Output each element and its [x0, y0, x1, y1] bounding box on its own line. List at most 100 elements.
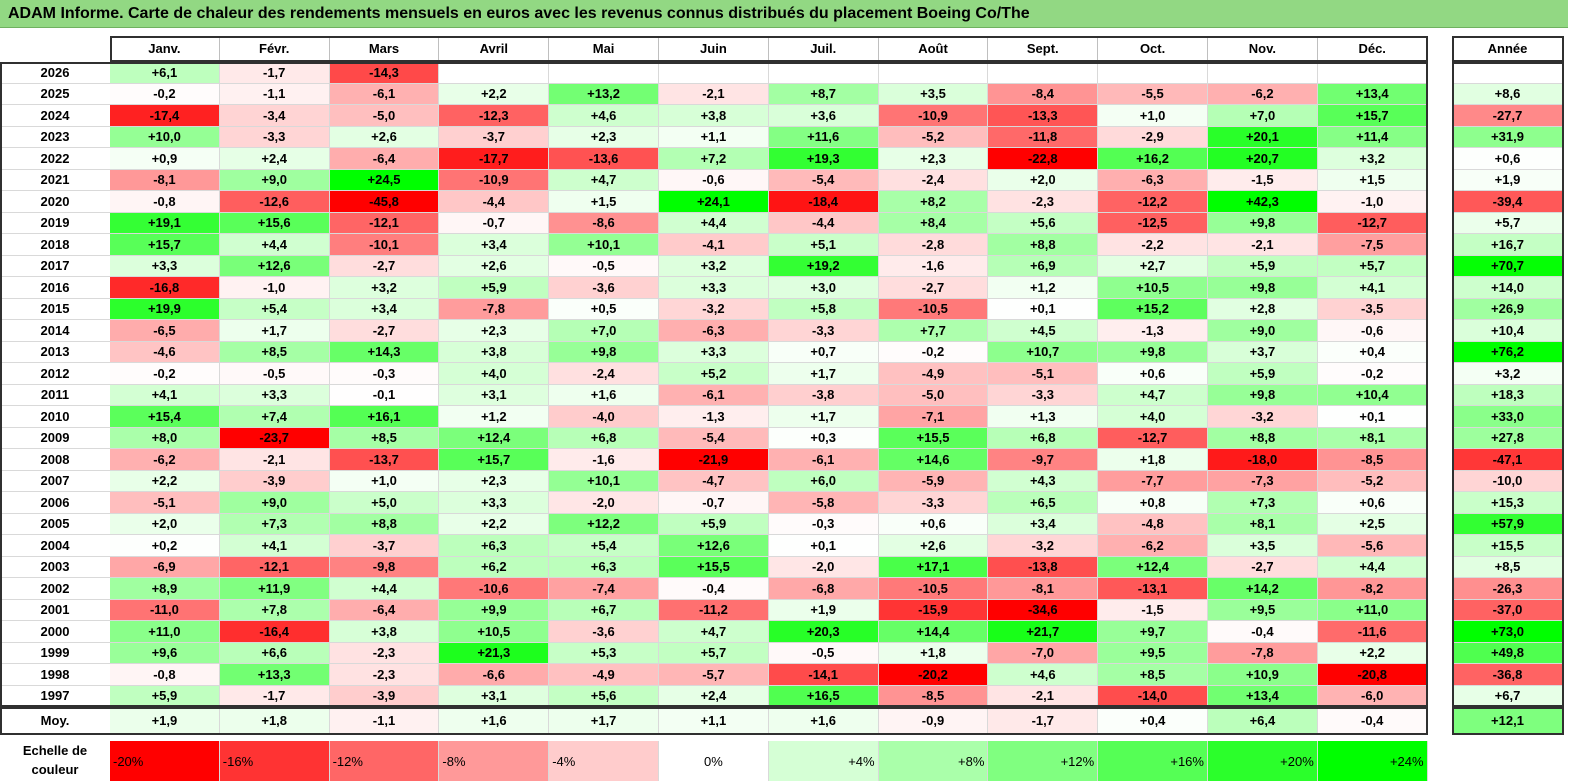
year-total-cell: +14,0	[1452, 277, 1564, 299]
average-cell: -0,4	[1317, 707, 1428, 735]
column-header: Mai	[549, 36, 659, 62]
heatmap-cell: -10,5	[878, 578, 989, 600]
year-total-cell: +57,9	[1452, 513, 1564, 535]
heatmap-cell: +8,1	[1208, 513, 1318, 535]
heatmap-cell: -20,2	[878, 664, 989, 686]
heatmap-cell: -2,7	[329, 255, 440, 277]
heatmap-cell: +2,3	[878, 148, 989, 170]
average-cell: -0,9	[878, 707, 989, 735]
year-total-cell: -27,7	[1452, 105, 1564, 127]
year-total-cell: +18,3	[1452, 384, 1564, 406]
heatmap-cell: +2,2	[439, 83, 550, 105]
heatmap-cell: +16,5	[768, 685, 879, 707]
heatmap-cell: -0,3	[329, 363, 440, 385]
heatmap-cell: +8,8	[329, 513, 440, 535]
heatmap-cell: -18,4	[768, 191, 879, 213]
heatmap-cell: -3,4	[219, 105, 330, 127]
heatmap-cell: +1,6	[549, 384, 659, 406]
heatmap-cell: +8,4	[878, 212, 989, 234]
year-total-cell: +8,6	[1452, 83, 1564, 105]
heatmap-cell: +24,5	[329, 169, 440, 191]
row-year-label: 2016	[0, 277, 110, 299]
row-year-label: 2010	[0, 406, 110, 428]
heatmap-cell: +5,9	[659, 513, 769, 535]
heatmap-cell: +20,1	[1208, 126, 1318, 148]
heatmap-cell: -0,7	[659, 492, 769, 514]
year-total-cell: -39,4	[1452, 191, 1564, 213]
heatmap-cell: -8,6	[549, 212, 659, 234]
heatmap-cell: +11,0	[110, 621, 220, 643]
heatmap-cell: +2,5	[1317, 513, 1428, 535]
heatmap-cell: -2,0	[768, 556, 879, 578]
heatmap-cell: -3,3	[878, 492, 989, 514]
heatmap-cell: -10,6	[439, 578, 550, 600]
heatmap-cell: +11,6	[768, 126, 879, 148]
heatmap-cell: +2,2	[439, 513, 550, 535]
row-year-label: 2011	[0, 385, 110, 406]
heatmap-cell: -2,4	[549, 363, 659, 385]
heatmap-cell: +4,5	[988, 320, 1099, 342]
heatmap-cell: -3,5	[1317, 298, 1428, 320]
heatmap-cell: -3,6	[549, 621, 659, 643]
heatmap-cell: -6,4	[329, 148, 440, 170]
heatmap-cell: +1,8	[1098, 449, 1208, 471]
heatmap-cell: -8,1	[110, 169, 220, 191]
heatmap-cell: -2,3	[329, 664, 440, 686]
heatmap-cell: +2,2	[1317, 642, 1428, 664]
heatmap-cell: -3,7	[439, 126, 550, 148]
heatmap-cell: +2,3	[439, 470, 550, 492]
color-scale-label: Echelle de couleur	[22, 743, 88, 777]
column-header: Juil.	[768, 36, 879, 62]
heatmap-cell	[1208, 62, 1318, 84]
year-total-cell: +6,7	[1452, 685, 1564, 707]
heatmap-cell: +10,9	[1208, 664, 1318, 686]
heatmap-cell: +7,3	[1208, 492, 1318, 514]
heatmap-cell: +7,4	[219, 406, 330, 428]
heatmap-cell: +15,7	[439, 449, 550, 471]
heatmap-cell: -2,7	[1208, 556, 1318, 578]
heatmap-cell: -1,7	[219, 685, 330, 707]
heatmap-cell: -13,8	[988, 556, 1099, 578]
heatmap-cell: +15,7	[1317, 105, 1428, 127]
column-header: Févr.	[219, 36, 330, 62]
heatmap-cell: -4,0	[549, 406, 659, 428]
heatmap-cell: -6,8	[768, 578, 879, 600]
heatmap-cell: +5,7	[1317, 255, 1428, 277]
heatmap-cell: -22,8	[988, 148, 1099, 170]
heatmap-cell: +6,3	[439, 535, 550, 557]
heatmap-cell: +8,7	[768, 83, 879, 105]
heatmap-cell: -2,7	[878, 277, 989, 299]
heatmap-cell: +5,4	[549, 535, 659, 557]
heatmap-cell: +3,4	[988, 513, 1099, 535]
row-year-label: 1997	[0, 686, 110, 707]
heatmap-cell: +4,0	[1098, 406, 1208, 428]
heatmap-cell: -2,8	[878, 234, 989, 256]
heatmap-cell: +4,3	[988, 470, 1099, 492]
heatmap-cell: +4,4	[1317, 556, 1428, 578]
row-year-label: 2022	[0, 148, 110, 170]
heatmap-cell: -5,0	[329, 105, 440, 127]
heatmap-cell: +9,8	[1208, 277, 1318, 299]
column-header: Juin	[659, 36, 769, 62]
heatmap-cell: -0,1	[329, 384, 440, 406]
heatmap-cell: -21,9	[659, 449, 769, 471]
heatmap-cell: -13,3	[988, 105, 1099, 127]
heatmap-cell: -11,8	[988, 126, 1099, 148]
year-total-cell: +49,8	[1452, 642, 1564, 664]
heatmap-cell: -23,7	[219, 427, 330, 449]
heatmap-cell: +20,3	[768, 621, 879, 643]
heatmap-cell: +9,7	[1098, 621, 1208, 643]
heatmap-cell: +4,1	[1317, 277, 1428, 299]
heatmap-cell: -14,1	[768, 664, 879, 686]
heatmap-cell: +2,4	[659, 685, 769, 707]
heatmap-cell: +5,1	[768, 234, 879, 256]
row-year-label: 2019	[0, 213, 110, 234]
heatmap-cell: +3,0	[768, 277, 879, 299]
average-cell: +1,7	[549, 707, 659, 735]
heatmap-cell: -2,1	[659, 83, 769, 105]
heatmap-cell: +10,1	[549, 234, 659, 256]
heatmap-cell: -45,8	[329, 191, 440, 213]
column-header: Nov.	[1208, 36, 1318, 62]
heatmap-cell: +19,1	[110, 212, 220, 234]
color-scale-step: -4%	[549, 741, 659, 781]
